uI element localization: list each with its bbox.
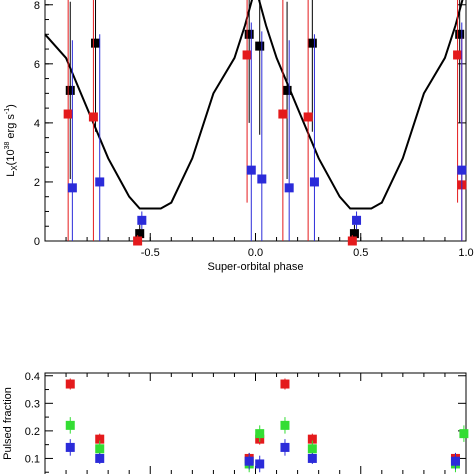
bottom-y-axis-title: Pulsed fraction	[2, 387, 14, 460]
top-data-point	[457, 165, 467, 175]
top-x-tick-label: 0.0	[248, 247, 263, 259]
bottom-data-point	[65, 379, 75, 389]
top-data-point	[303, 112, 313, 122]
y-label-close: )	[5, 104, 17, 108]
top-y-tick-label: 6	[34, 59, 40, 71]
top-luminosity-curve	[44, 0, 464, 210]
top-data-point	[282, 85, 292, 95]
top-data-point	[67, 183, 77, 193]
bottom-data-points	[65, 378, 469, 473]
bottom-data-point	[450, 456, 460, 466]
top-x-tick-label: 0.5	[353, 247, 368, 259]
y-label-units: (10	[5, 149, 17, 165]
bottom-data-point	[459, 429, 469, 439]
top-y-tick-label: 0	[34, 236, 40, 248]
top-data-point	[137, 215, 147, 225]
y-label-exp: 38	[4, 142, 11, 150]
top-data-point	[63, 109, 73, 119]
top-data-point	[91, 38, 101, 48]
top-plot-frame	[44, 0, 467, 242]
top-data-point	[255, 41, 265, 51]
bottom-data-point	[244, 456, 254, 466]
top-data-point	[88, 112, 98, 122]
y-label-main: L	[5, 171, 17, 177]
top-x-tick-label: 1.0	[458, 247, 473, 259]
bottom-plot-frame	[44, 372, 467, 474]
bottom-data-point	[65, 420, 75, 430]
top-data-points	[63, 0, 467, 246]
top-data-point	[246, 165, 256, 175]
bottom-y-tick-label: 0.3	[25, 398, 40, 410]
bottom-data-point	[95, 453, 105, 463]
luminosity-curve-line	[44, 0, 464, 210]
top-data-point	[309, 177, 319, 187]
top-data-point	[455, 29, 465, 39]
top-y-tick-label: 8	[34, 0, 40, 12]
bottom-y-tick-label: 0.2	[25, 426, 40, 438]
bottom-y-tick-label: 0.4	[25, 371, 40, 383]
bottom-data-point	[280, 420, 290, 430]
top-data-point	[284, 183, 294, 193]
top-x-axis-title: Super-orbital phase	[207, 261, 303, 273]
bottom-data-point	[255, 429, 265, 439]
bottom-data-point	[307, 444, 317, 454]
top-data-point	[307, 38, 317, 48]
top-data-point	[95, 177, 105, 187]
bottom-data-point	[95, 444, 105, 454]
y-label-sub: X	[10, 165, 19, 171]
top-data-point	[65, 85, 75, 95]
bottom-data-point	[280, 379, 290, 389]
top-panel: -0.5 0.0 0.5 1.0 0 2 4 6 8 Super-orbital phase L…	[4, 0, 474, 273]
top-data-point	[352, 215, 362, 225]
bottom-data-point	[280, 442, 290, 452]
top-data-point	[244, 29, 254, 39]
top-data-point	[133, 236, 143, 246]
bottom-data-point	[65, 442, 75, 452]
y-label-tail-exp: -1	[4, 108, 11, 114]
top-data-point	[453, 50, 463, 60]
y-label-tail: erg s	[5, 114, 17, 142]
top-data-point	[135, 229, 145, 239]
top-y-tick-label: 2	[34, 177, 40, 189]
top-y-axis-title: LX(1038 erg s-1)	[4, 104, 19, 177]
top-data-point	[278, 109, 288, 119]
bottom-y-tick-label: 0.1	[25, 453, 40, 465]
bottom-ticks: 0.00.10.20.30.4	[25, 371, 467, 474]
top-y-tick-label: 4	[34, 118, 40, 130]
top-data-point	[257, 174, 267, 184]
bottom-data-point	[307, 434, 317, 444]
bottom-data-point	[255, 459, 265, 469]
bottom-data-point	[95, 434, 105, 444]
top-x-tick-label: -0.5	[141, 247, 160, 259]
top-data-point	[349, 229, 359, 239]
bottom-panel: 0.00.10.20.30.4 Pulsed fraction	[2, 371, 469, 474]
top-data-point	[242, 50, 252, 60]
top-data-point	[347, 236, 357, 246]
bottom-data-point	[307, 453, 317, 463]
